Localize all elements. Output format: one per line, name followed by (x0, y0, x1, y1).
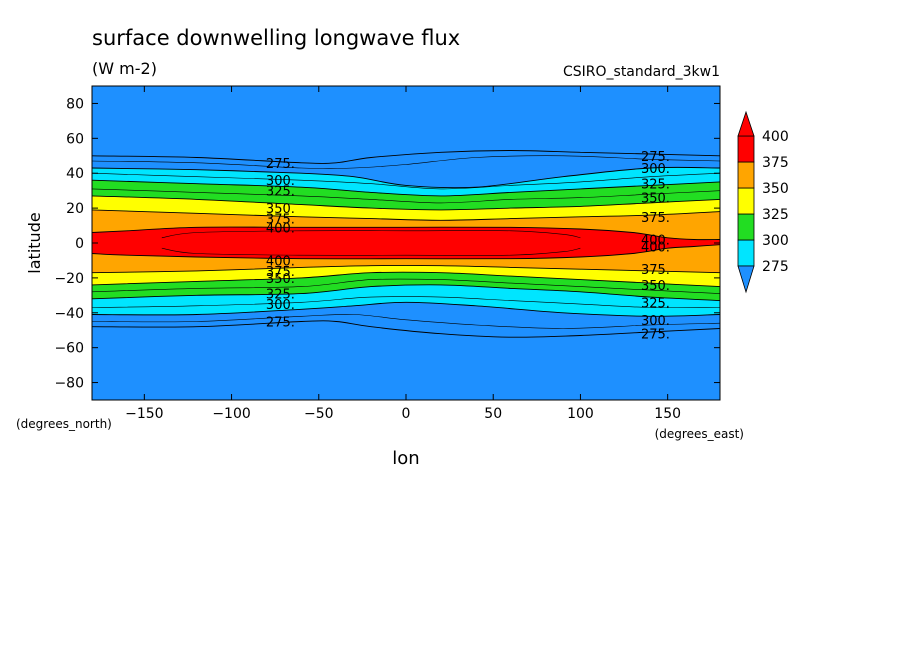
plot-area (91, 85, 721, 401)
y-tick-label: −80 (54, 376, 84, 392)
contour-line-300-north (92, 166, 720, 189)
contour-line-275-south (92, 320, 720, 338)
chart-title: surface downwelling longwave flux (92, 26, 460, 50)
y-tick-label: −60 (54, 341, 84, 357)
x-tick-label: −50 (304, 406, 334, 422)
colorbar-min-arrow (737, 265, 755, 294)
contour-label: 275. (641, 328, 670, 343)
contour-label: 375. (266, 213, 295, 228)
colorbar-segment (737, 135, 755, 163)
colorbar-legend: 275 300 325 350 375 400 (737, 110, 789, 294)
y-axis: −80 −60 −40 −20 0 20 40 60 80 (54, 96, 720, 392)
colorbar-segment (737, 239, 755, 267)
minor-contour-3-north (161, 230, 581, 239)
minor-contour-2-south (92, 278, 720, 294)
colorbar-label: 350 (762, 181, 789, 197)
y-tick-label: 80 (66, 96, 84, 112)
y-tick-label: −20 (54, 271, 84, 287)
contour-label: 350. (266, 272, 295, 287)
contour-line-300-south (92, 301, 720, 317)
y-unit-label: (degrees_north) (16, 417, 112, 431)
minor-contour-0-south (92, 314, 720, 329)
x-tick-label: −150 (125, 406, 163, 422)
contour-label: 325. (641, 296, 670, 311)
colorbar-label: 300 (762, 233, 789, 249)
colorbar-label: 400 (762, 129, 789, 145)
colorbar-segment (737, 187, 755, 215)
contour-line-400-north (92, 226, 720, 241)
dataset-label: CSIRO_standard_3kw1 (563, 64, 720, 80)
x-axis-label: lon (392, 448, 419, 469)
x-unit-label: (degrees_east) (655, 427, 744, 441)
contour-label: 350. (641, 279, 670, 294)
contour-label: 400. (266, 221, 295, 236)
x-tick-label: −100 (212, 406, 250, 422)
x-tick-label: 100 (567, 406, 594, 422)
contour-label: 350. (641, 192, 670, 207)
y-tick-label: 0 (75, 236, 84, 252)
contour-line-350-south (92, 271, 720, 288)
y-tick-label: 40 (66, 166, 84, 182)
y-tick-label: 20 (66, 201, 84, 217)
contour-label: 325. (266, 185, 295, 200)
y-axis-label: latitude (25, 212, 44, 273)
contour-label: 375. (641, 211, 670, 226)
contour-label: 400. (266, 254, 295, 269)
colorbar-max-arrow (737, 110, 755, 137)
minor-contour-0-north (92, 155, 720, 169)
contour-label: 275. (641, 150, 670, 165)
contour-line-275-north (92, 150, 720, 164)
contour-label: 300. (641, 162, 670, 177)
y-tick-label: −40 (54, 306, 84, 322)
colorbar-label: 275 (762, 259, 789, 275)
contour-label: 275. (266, 157, 295, 172)
minor-contour-1-south (92, 296, 720, 309)
x-tick-label: 50 (484, 406, 502, 422)
contour-line-400-south (92, 244, 720, 260)
contour-label: 400. (641, 240, 670, 255)
contour-label: 350. (266, 202, 295, 217)
contour-labels: 275.300.325.350.375.400.400.375.350.325.… (266, 150, 670, 343)
x-axis: −150 −100 −50 0 50 100 150 (125, 86, 681, 422)
contour-line-325-south (92, 284, 720, 302)
colorbar-label: 375 (762, 155, 789, 171)
y-tick-label: 60 (66, 131, 84, 147)
colorbar-segment (737, 213, 755, 241)
contour-label: 325. (266, 288, 295, 303)
minor-contour-2-north (92, 188, 720, 204)
contour-line-375-north (92, 209, 720, 221)
contour-line-375-south (92, 265, 720, 274)
contour-label: 300. (266, 174, 295, 189)
minor-contour-1-north (92, 172, 720, 190)
contour-band-400 (92, 227, 720, 259)
contour-line-350-north (92, 195, 720, 211)
minor-contour-3-south (161, 247, 581, 256)
contour-label: 400. (641, 234, 670, 249)
contour-line-325-north (92, 179, 720, 197)
contour-label: 375. (266, 265, 295, 280)
colorbar-segment (737, 161, 755, 189)
chart-subtitle: (W m-2) (92, 59, 157, 78)
colorbar-label: 325 (762, 207, 789, 223)
contour-label: 300. (641, 314, 670, 329)
x-tick-label: 150 (654, 406, 681, 422)
contour-label: 375. (641, 263, 670, 278)
x-tick-label: 0 (402, 406, 411, 422)
contour-label: 325. (641, 178, 670, 193)
contour-label: 275. (266, 316, 295, 331)
contour-label: 300. (266, 298, 295, 313)
